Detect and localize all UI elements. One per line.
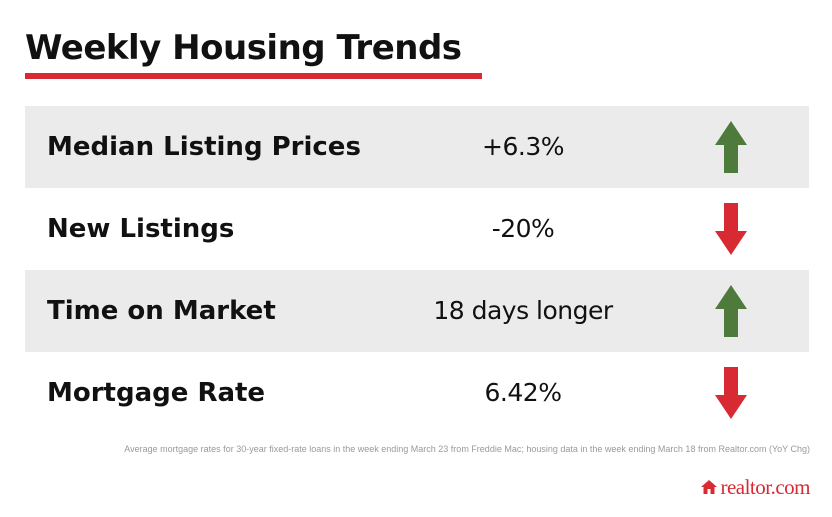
logo-text: realtor.com xyxy=(720,475,810,499)
trend-label: New Listings xyxy=(47,214,235,244)
page-title: Weekly Housing Trends xyxy=(25,28,462,68)
arrow-up-icon xyxy=(715,121,747,173)
trend-row-new-listings: New Listings -20% xyxy=(25,188,809,270)
realtor-logo: realtor.com xyxy=(701,474,810,500)
trend-label: Time on Market xyxy=(47,296,276,326)
arrow-up-icon xyxy=(715,285,747,337)
trend-row-time-on-market: Time on Market 18 days longer xyxy=(25,270,809,352)
source-footnote: Average mortgage rates for 30-year fixed… xyxy=(124,444,810,454)
trend-value: 6.42% xyxy=(484,378,562,407)
trend-label: Mortgage Rate xyxy=(47,378,266,408)
arrow-down-icon xyxy=(715,367,747,419)
trend-row-median-listing-prices: Median Listing Prices +6.3% xyxy=(25,106,809,188)
trend-value: -20% xyxy=(491,214,555,243)
trend-row-mortgage-rate: Mortgage Rate 6.42% xyxy=(25,352,809,434)
trend-value: 18 days longer xyxy=(433,296,613,325)
title-underline xyxy=(25,73,482,79)
trends-table: Median Listing Prices +6.3% New Listings… xyxy=(25,106,809,434)
trend-value: +6.3% xyxy=(482,132,564,161)
house-icon xyxy=(701,480,718,494)
trend-label: Median Listing Prices xyxy=(47,132,361,162)
arrow-down-icon xyxy=(715,203,747,255)
